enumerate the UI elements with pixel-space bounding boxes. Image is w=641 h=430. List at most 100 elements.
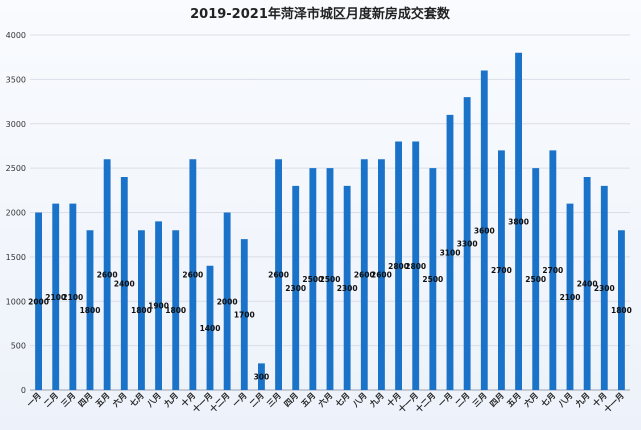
x-tick-label: 五月 [300, 391, 318, 409]
bar [395, 141, 402, 390]
x-tick-label: 八月 [350, 391, 368, 409]
x-tick-label: 七月 [127, 390, 145, 408]
bar [412, 141, 420, 390]
data-label: 1700 [234, 311, 255, 320]
x-tick-label: 九月 [367, 390, 386, 409]
x-tick-label: 五月 [94, 391, 112, 409]
data-label: 2600 [182, 271, 203, 280]
data-label: 2500 [422, 275, 443, 284]
bar [566, 203, 574, 390]
chart-title: 2019-2021年菏泽市城区月度新房成交套数 [190, 6, 451, 22]
data-label: 1400 [200, 324, 221, 333]
data-label: 3600 [474, 226, 495, 235]
bar [86, 230, 94, 390]
data-label: 3100 [440, 248, 461, 257]
x-tick-label: 十一月 [602, 390, 626, 414]
data-label: 2300 [594, 284, 615, 293]
data-label: 3800 [508, 217, 529, 226]
y-tick-label: 2500 [6, 164, 26, 173]
x-tick-label: 七月 [333, 390, 351, 408]
bar [446, 114, 454, 390]
data-label: 2300 [337, 284, 358, 293]
data-label: 2800 [405, 262, 426, 271]
data-label: 2400 [114, 280, 135, 289]
data-label: 2600 [354, 271, 375, 280]
bar [600, 185, 608, 390]
data-label: 2600 [268, 271, 289, 280]
x-tick-label: 十二月 [208, 390, 232, 414]
x-tick-label: 二月 [42, 391, 60, 409]
data-label: 1800 [131, 306, 152, 315]
data-label: 2500 [302, 275, 323, 284]
data-label: 2100 [560, 293, 581, 302]
bar [532, 168, 540, 390]
x-tick-label: 八月 [145, 391, 163, 409]
bar [138, 230, 145, 390]
x-tick-label: 七月 [539, 390, 557, 408]
x-tick-label: 二月 [248, 391, 266, 409]
bar [103, 159, 111, 390]
x-tick-label: 九月 [572, 390, 591, 409]
x-tick-label: 四月 [488, 391, 506, 409]
x-tick-label: 六月 [522, 390, 540, 408]
x-tick-label: 六月 [110, 390, 128, 408]
bar [429, 168, 437, 390]
bar [515, 52, 522, 390]
x-tick-label: 二月 [454, 391, 472, 409]
x-tick-label: 四月 [282, 391, 300, 409]
bar [189, 159, 197, 390]
bar [240, 239, 248, 390]
data-label: 2500 [320, 275, 341, 284]
y-tick-label: 2000 [6, 209, 26, 218]
y-tick-label: 0 [21, 386, 26, 395]
data-label: 2500 [525, 275, 546, 284]
bar [309, 168, 317, 390]
y-tick-label: 1000 [6, 297, 26, 306]
data-labels: 2000210021001800260024001800190018002600… [28, 217, 632, 381]
x-tick-label: 九月 [161, 390, 180, 409]
bar [120, 177, 128, 390]
data-label: 2600 [97, 271, 118, 280]
data-label: 1800 [165, 306, 186, 315]
data-label: 2400 [577, 280, 598, 289]
bar [583, 177, 591, 390]
x-tick-label: 三月 [60, 391, 78, 409]
data-label: 1900 [148, 302, 169, 311]
data-label: 2300 [285, 284, 306, 293]
data-label: 2000 [217, 297, 238, 306]
data-label: 1800 [611, 306, 632, 315]
x-tick-label: 一月 [25, 391, 43, 409]
y-axis: 0 500 1000 1500 2000 2500 3000 3500 4000 [6, 31, 26, 395]
x-tick-label: 三月 [471, 391, 489, 409]
bar [52, 203, 60, 390]
bar [480, 70, 488, 390]
bar [378, 159, 385, 390]
data-label: 3300 [457, 240, 478, 249]
bar [326, 168, 334, 390]
bar [206, 265, 214, 390]
y-tick-label: 3000 [6, 120, 26, 129]
bar [343, 185, 351, 390]
data-label: 2700 [491, 266, 512, 275]
bar [172, 230, 180, 390]
bar [549, 150, 557, 390]
bar [258, 363, 265, 390]
bar [35, 212, 42, 390]
bar [292, 185, 300, 390]
bar [360, 159, 368, 390]
x-tick-label: 十二月 [413, 390, 437, 414]
y-tick-label: 4000 [6, 31, 26, 40]
y-tick-label: 3500 [6, 75, 26, 84]
y-tick-label: 500 [11, 342, 26, 351]
bar [275, 159, 282, 390]
data-label: 2100 [45, 293, 66, 302]
data-label: 2800 [388, 262, 409, 271]
x-tick-label: 六月 [316, 390, 334, 408]
data-label: 2100 [62, 293, 83, 302]
data-label: 2600 [371, 271, 392, 280]
x-tick-label: 四月 [77, 391, 95, 409]
x-tick-label: 一月 [231, 391, 249, 409]
data-label: 2700 [542, 266, 563, 275]
bar [463, 97, 471, 390]
